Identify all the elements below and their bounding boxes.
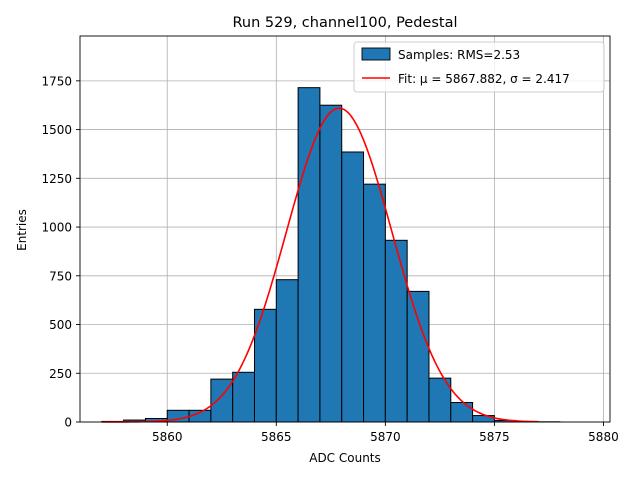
y-tick-label: 1250 (41, 172, 72, 186)
fit-curve (101, 107, 539, 423)
histogram-bar (384, 239, 408, 423)
y-tick-label: 0 (64, 416, 72, 430)
y-tick-label: 1750 (41, 74, 72, 88)
histogram-bars (101, 87, 561, 423)
legend-label-samples: Samples: RMS=2.53 (398, 48, 520, 62)
y-axis-label: Entries (15, 209, 29, 251)
histogram-bar (363, 183, 386, 423)
legend-swatch-samples (361, 47, 391, 61)
x-axis-label: ADC Counts (309, 451, 381, 465)
y-tick-label: 1500 (41, 123, 72, 137)
histogram-bar (406, 290, 430, 423)
x-tick-label: 5860 (152, 430, 183, 444)
histogram-bar (319, 104, 343, 423)
fit-curve-layer (101, 107, 539, 423)
chart-title: Run 529, channel100, Pedestal (232, 15, 457, 31)
y-tick-label: 1000 (41, 221, 72, 235)
histogram-bar (232, 371, 255, 423)
legend: Samples: RMS=2.53 Fit: μ = 5867.882, σ =… (353, 41, 605, 93)
axis-ticks: 5860 5865 5870 5875 5880 0 250 500 750 1000 1250 15… (41, 74, 618, 444)
x-tick-label: 5870 (370, 430, 401, 444)
x-tick-label: 5880 (588, 430, 619, 444)
y-tick-label: 250 (49, 367, 72, 381)
histogram-bar (450, 402, 474, 423)
plot-frame (79, 35, 611, 423)
histogram-bar (297, 87, 321, 423)
histogram-bar (275, 279, 299, 423)
histogram-bar (341, 151, 365, 423)
x-tick-label: 5865 (261, 430, 292, 444)
y-tick-label: 500 (49, 318, 72, 332)
legend-label-fit: Fit: μ = 5867.882, σ = 2.417 (398, 72, 570, 86)
y-tick-label: 750 (49, 269, 72, 283)
x-tick-label: 5875 (479, 430, 510, 444)
legend-frame (353, 41, 605, 93)
